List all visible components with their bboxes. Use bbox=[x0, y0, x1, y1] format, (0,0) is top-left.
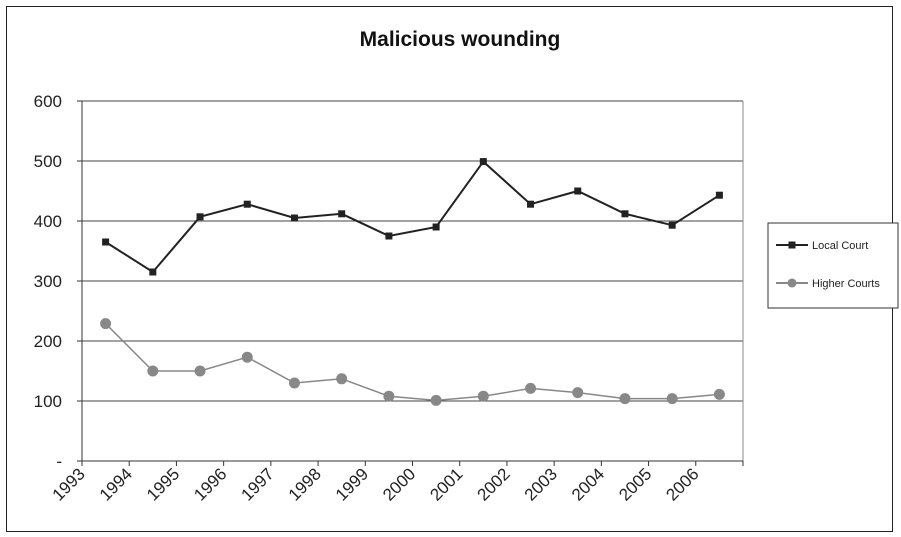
x-tick-label: 1993 bbox=[49, 464, 89, 504]
data-point bbox=[432, 223, 440, 231]
x-tick-label: 2002 bbox=[474, 464, 514, 504]
series-line-0 bbox=[105, 160, 720, 274]
data-point bbox=[100, 318, 112, 330]
x-tick-labels: 1993 1994 1995 1996 1997 1998 1999 2000 2001 2002… bbox=[49, 464, 703, 504]
y-tick-label: 400 bbox=[34, 212, 62, 231]
data-point bbox=[196, 213, 204, 221]
data-point bbox=[149, 268, 157, 276]
y-tick-label: 500 bbox=[34, 152, 62, 171]
y-tick-label: 100 bbox=[34, 392, 62, 411]
data-point bbox=[102, 238, 110, 246]
x-tick-label: 1999 bbox=[332, 464, 372, 504]
legend: Local Court Higher Courts bbox=[767, 222, 899, 309]
data-point bbox=[713, 388, 725, 400]
data-point bbox=[288, 377, 300, 389]
legend-box bbox=[767, 222, 899, 309]
data-point bbox=[147, 365, 159, 377]
data-point bbox=[715, 191, 723, 199]
legend-marker bbox=[788, 241, 796, 249]
data-point bbox=[572, 387, 584, 399]
data-point bbox=[430, 394, 442, 406]
y-tick-label: 200 bbox=[34, 332, 62, 351]
data-point bbox=[243, 200, 251, 208]
data-point bbox=[479, 158, 487, 166]
chart-title: Malicious wounding bbox=[360, 28, 561, 51]
x-tick-label: 2004 bbox=[568, 464, 608, 504]
data-point bbox=[290, 214, 298, 222]
y-tick-label: 300 bbox=[34, 272, 62, 291]
x-tick-label: 1996 bbox=[190, 464, 230, 504]
data-point bbox=[525, 382, 537, 394]
data-point bbox=[666, 393, 678, 405]
x-tick-label: 2005 bbox=[615, 464, 655, 504]
data-point bbox=[619, 393, 631, 405]
x-tick-label: 1994 bbox=[96, 464, 136, 504]
y-tick-labels: - 100 200 300 400 500 600 bbox=[34, 92, 62, 471]
data-point bbox=[477, 390, 489, 402]
data-point bbox=[338, 210, 346, 218]
series bbox=[100, 158, 725, 406]
data-point bbox=[668, 221, 676, 229]
x-tick-label: 1997 bbox=[238, 464, 278, 504]
data-point bbox=[336, 373, 348, 385]
data-point bbox=[241, 351, 253, 363]
x-tick-label: 2003 bbox=[521, 464, 561, 504]
y-tick-label: 600 bbox=[34, 92, 62, 111]
x-tick-label: 2001 bbox=[426, 464, 466, 504]
legend-label: Local Court bbox=[812, 240, 868, 252]
series-line-1 bbox=[105, 323, 720, 402]
legend-label: Higher Courts bbox=[812, 278, 880, 290]
x-tick-label: 1995 bbox=[143, 464, 183, 504]
data-point bbox=[527, 200, 535, 208]
legend-marker bbox=[787, 278, 797, 288]
data-point bbox=[194, 365, 206, 377]
x-tick-label: 1998 bbox=[285, 464, 325, 504]
axes bbox=[77, 100, 744, 466]
data-point bbox=[621, 210, 629, 218]
data-point bbox=[385, 232, 393, 240]
y-tick-label: - bbox=[56, 452, 62, 471]
data-point bbox=[574, 187, 582, 195]
data-point bbox=[383, 390, 395, 402]
x-tick-label: 2006 bbox=[662, 464, 702, 504]
x-tick-label: 2000 bbox=[379, 464, 419, 504]
grid bbox=[82, 100, 743, 402]
